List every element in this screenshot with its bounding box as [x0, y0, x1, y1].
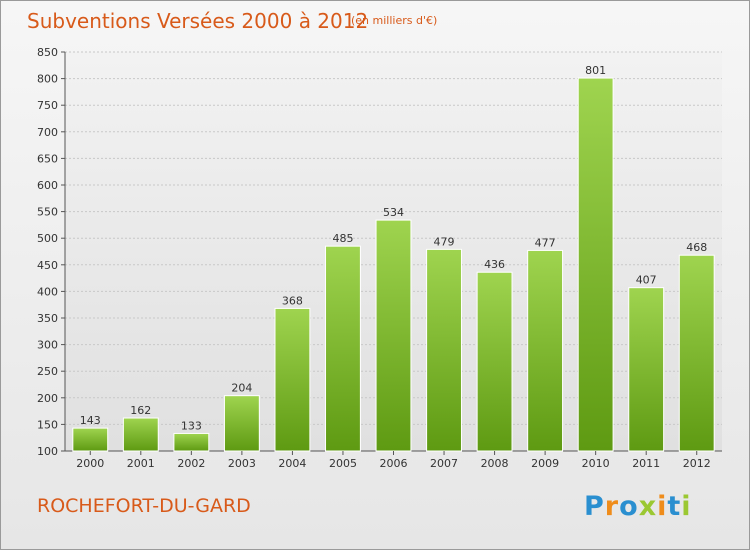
y-tick-label: 300 [37, 339, 58, 352]
bar-value-label: 407 [636, 274, 657, 287]
bar-value-label: 485 [332, 232, 353, 245]
y-tick-label: 850 [37, 46, 58, 59]
bar-2005 [325, 245, 361, 452]
proxiti-logo: Proxiti [584, 491, 692, 522]
bar-value-label: 479 [434, 235, 455, 248]
x-tick-label: 2005 [329, 457, 357, 470]
y-tick-label: 100 [37, 445, 58, 458]
y-tick-label: 750 [37, 99, 58, 112]
y-tick-label: 350 [37, 312, 58, 325]
logo-letter: o [619, 491, 639, 522]
x-tick-label: 2002 [177, 457, 205, 470]
bar-2007 [426, 248, 462, 452]
bar-2012 [678, 254, 715, 452]
x-tick-label: 2008 [481, 457, 509, 470]
y-tick-label: 400 [37, 285, 58, 298]
bar-value-label: 204 [231, 382, 252, 395]
y-tick-label: 800 [37, 73, 58, 86]
bar-2011 [628, 287, 665, 452]
bar-value-label: 534 [383, 206, 404, 219]
bar-value-label: 436 [484, 258, 505, 271]
y-tick-label: 600 [37, 179, 58, 192]
bar-value-label: 143 [80, 414, 101, 427]
bar-2008 [476, 271, 513, 452]
logo-letter: x [638, 491, 658, 522]
bar-value-label: 477 [535, 236, 556, 249]
bar-2002 [173, 432, 210, 452]
bar-2009 [527, 249, 564, 452]
x-tick-label: 2012 [683, 457, 711, 470]
logo-letter: r [604, 491, 620, 522]
bar-value-label: 468 [686, 241, 707, 254]
chart-subtitle: (en milliers d'€) [351, 14, 438, 27]
chart-title: Subventions Versées 2000 à 2012 [27, 9, 369, 33]
bar-value-label: 162 [130, 404, 151, 417]
logo-letter: i [681, 491, 692, 522]
x-tick-label: 2011 [632, 457, 660, 470]
bar-2000 [72, 427, 109, 452]
x-tick-label: 2000 [76, 457, 104, 470]
x-tick-label: 2001 [127, 457, 155, 470]
y-tick-label: 500 [37, 232, 58, 245]
x-tick-label: 2009 [531, 457, 559, 470]
y-tick-label: 550 [37, 206, 58, 219]
bar-2003 [223, 395, 260, 452]
x-tick-label: 2006 [380, 457, 408, 470]
commune-name: ROCHEFORT-DU-GARD [37, 495, 251, 517]
y-tick-label: 650 [37, 152, 58, 165]
bar-2010 [577, 77, 614, 452]
x-tick-label: 2007 [430, 457, 458, 470]
bar-value-label: 368 [282, 294, 303, 307]
y-tick-label: 450 [37, 259, 58, 272]
logo-letter: P [584, 491, 605, 522]
x-tick-label: 2004 [278, 457, 306, 470]
logo-letter: i [657, 491, 668, 522]
y-tick-label: 200 [37, 392, 58, 405]
bar-2004 [274, 307, 311, 452]
y-tick-label: 250 [37, 365, 58, 378]
logo-letter: t [667, 491, 682, 522]
bar-2001 [122, 417, 159, 452]
bar-value-label: 133 [181, 419, 202, 432]
x-tick-label: 2003 [228, 457, 256, 470]
bar-2006 [375, 219, 412, 452]
y-tick-label: 700 [37, 126, 58, 139]
y-tick-label: 150 [37, 418, 58, 431]
x-tick-label: 2010 [582, 457, 610, 470]
bar-value-label: 801 [585, 64, 606, 77]
